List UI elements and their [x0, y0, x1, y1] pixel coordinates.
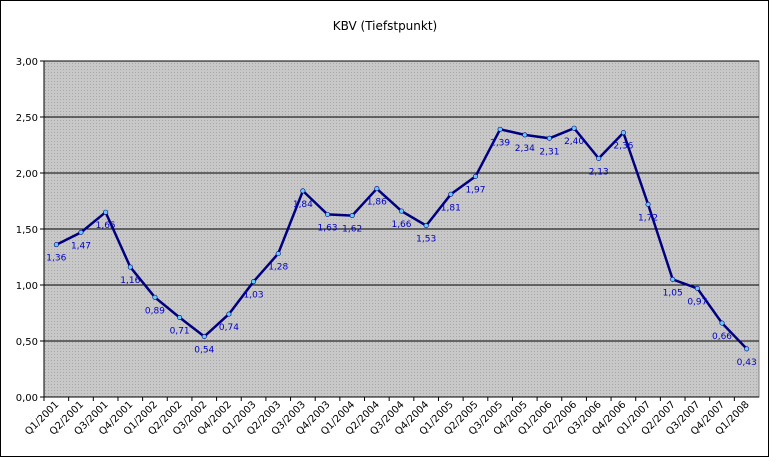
marker	[571, 125, 577, 131]
y-tick-label: 2,00	[16, 169, 38, 180]
data-label: 1,97	[465, 185, 485, 195]
data-label: 1,63	[318, 223, 338, 233]
data-label: 0,89	[145, 306, 165, 316]
marker	[546, 135, 552, 141]
y-tick-label: 0,00	[16, 393, 38, 404]
data-label: 2,39	[490, 138, 510, 148]
data-label: 1,72	[638, 213, 658, 223]
y-tick-label: 1,00	[16, 281, 38, 292]
marker	[670, 276, 676, 282]
marker	[398, 208, 404, 214]
marker	[694, 285, 700, 291]
data-label: 0,43	[737, 358, 757, 368]
marker	[300, 188, 306, 194]
data-label: 0,74	[219, 323, 239, 333]
data-label: 2,34	[515, 144, 535, 154]
marker	[719, 320, 725, 326]
data-label: 1,05	[663, 288, 683, 298]
marker	[423, 223, 429, 229]
data-label: 1,86	[367, 198, 387, 208]
data-label: 1,53	[416, 235, 436, 245]
marker	[53, 242, 59, 248]
marker	[103, 209, 109, 215]
marker	[620, 130, 626, 136]
marker	[201, 334, 207, 340]
y-tick-label: 3,00	[16, 57, 38, 68]
marker	[226, 311, 232, 317]
data-label: 0,97	[687, 297, 707, 307]
marker	[127, 264, 133, 270]
data-label: 2,13	[589, 167, 609, 177]
data-label: 2,40	[564, 137, 584, 147]
data-label: 1,84	[293, 200, 313, 210]
data-label: 0,71	[170, 326, 190, 336]
chart-title: KBV (Tiefstpunkt)	[333, 19, 437, 33]
data-label: 1,28	[268, 263, 288, 273]
data-label: 0,54	[194, 346, 214, 356]
data-label: 1,81	[441, 203, 461, 213]
data-label: 1,65	[96, 221, 116, 231]
y-tick-label: 1,50	[16, 225, 38, 236]
marker	[275, 251, 281, 257]
marker	[349, 213, 355, 219]
marker	[596, 155, 602, 161]
data-label: 1,03	[244, 291, 264, 301]
data-label: 1,16	[120, 276, 140, 286]
marker	[522, 132, 528, 138]
data-label: 1,62	[342, 225, 362, 235]
data-label: 0,66	[712, 332, 732, 342]
marker	[374, 186, 380, 192]
marker	[497, 126, 503, 132]
marker	[645, 201, 651, 207]
marker	[325, 211, 331, 217]
y-tick-label: 0,50	[16, 337, 38, 348]
data-label: 1,36	[46, 254, 66, 264]
marker	[744, 346, 750, 352]
marker	[472, 173, 478, 179]
data-label: 1,47	[71, 241, 91, 251]
data-label: 2,31	[539, 147, 559, 157]
marker	[448, 191, 454, 197]
y-tick-label: 2,50	[16, 113, 38, 124]
marker	[251, 279, 257, 285]
marker	[78, 229, 84, 235]
data-label: 1,66	[391, 220, 411, 230]
data-label: 2,36	[613, 142, 633, 152]
marker	[177, 314, 183, 320]
marker	[152, 294, 158, 300]
